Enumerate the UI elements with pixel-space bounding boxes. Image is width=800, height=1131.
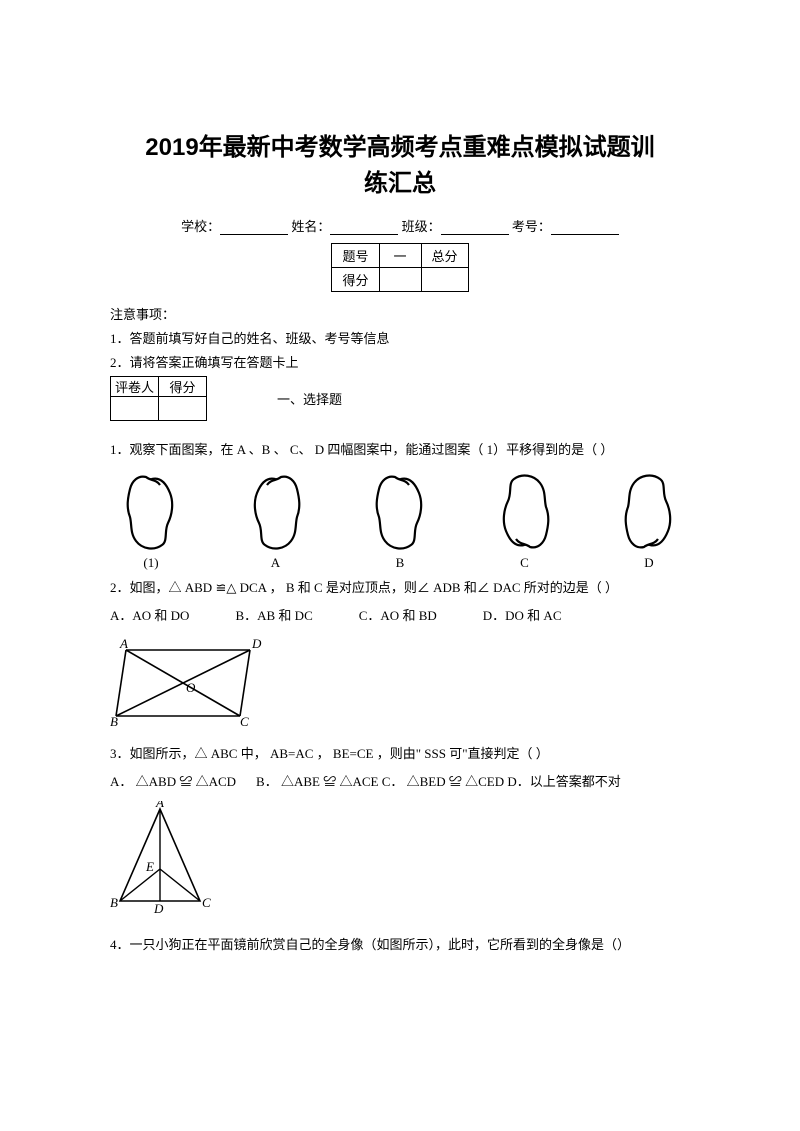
st-r1c2: 一 [379,244,421,268]
q3-opt-rest[interactable]: B． △ABE ≌ △ACE C． △BED ≌ △CED D．以上答案都不对 [256,771,621,793]
blank-class[interactable] [441,221,509,235]
q3-B: B [110,895,118,910]
q2-figure: A D B C O [110,636,266,728]
q4-text: 4．一只小狗正在平面镜前欣赏自己的全身像（如图所示），此时，它所看到的全身像是（… [110,934,640,956]
page-title: 2019年最新中考数学高频考点重难点模拟试题训 练汇总 [110,130,690,202]
grader-c1: 评卷人 [111,377,159,397]
q2-opt-c[interactable]: C．AO 和 BD [359,605,437,627]
q3-opt-a[interactable]: A． △ABD ≌ △ACD [110,771,236,793]
q1-fig-c [494,471,556,553]
q2-O: O [186,680,196,695]
st-r1c1: 题号 [332,244,379,268]
q3-A: A [155,801,164,810]
lbl-name: 姓名： [291,219,330,234]
grader-b1[interactable] [111,397,159,421]
score-table: 题号 一 总分 得分 [331,243,468,292]
blank-examno[interactable] [551,221,619,235]
q2-opt-b[interactable]: B．AB 和 DC [235,605,312,627]
lbl-examno: 考号： [512,219,551,234]
q3-E: E [145,859,154,874]
info-row: 学校： 姓名： 班级： 考号： [110,216,690,235]
grader-table: 评卷人 得分 [110,376,207,421]
q1-fig-d [618,471,680,553]
title-b: 练汇总 [364,171,436,197]
st-r1c3: 总分 [421,244,468,268]
q3-options: A． △ABD ≌ △ACD B． △ABE ≌ △ACE C． △BED ≌ … [110,771,690,793]
q1-lbl-d: D [618,555,680,571]
lbl-school: 学校： [181,219,220,234]
notes-head: 注意事项： [110,304,690,326]
st-r2c3[interactable] [421,268,468,292]
st-r2c2[interactable] [379,268,421,292]
q3-C: C [202,895,211,910]
q2-text: 2．如图，△ ABD ≌△ DCA ， B 和 C 是对应顶点，则∠ ADB 和… [110,577,690,599]
lbl-class: 班级： [402,219,441,234]
q1-fig-a [245,471,307,553]
q1-fig-1 [120,471,182,553]
q1-lbl-b: B [369,555,431,571]
q3-D: D [153,901,164,916]
q3-figure: A B C D E [110,801,220,919]
notes-2: 2．请将答案正确填写在答题卡上 [110,352,690,374]
q2-options: A．AO 和 DO B．AB 和 DC C．AO 和 BD D．DO 和 AC [110,605,690,627]
title-year: 2019 [145,134,198,161]
q2-D: D [251,636,262,651]
notes-1: 1．答题前填写好自己的姓名、班级、考号等信息 [110,328,690,350]
q1-figures: (1) A B C D [110,471,690,571]
st-r2c1: 得分 [332,268,379,292]
blank-school[interactable] [220,221,288,235]
q1-text: 1．观察下面图案，在 A 、B 、 C、 D 四幅图案中，能通过图案（ 1）平移… [110,439,690,461]
q1-lbl-a: A [245,555,307,571]
q1-fig-b [369,471,431,553]
blank-name[interactable] [330,221,398,235]
q1-lbl-1: (1) [120,555,182,571]
q2-B: B [110,714,118,728]
q2-C: C [240,714,249,728]
q2-opt-d[interactable]: D．DO 和 AC [483,605,562,627]
grader-c2: 得分 [159,377,207,397]
title-a: 年最新中考数学高频考点重难点模拟试题训 [199,135,655,161]
q2-A: A [119,636,128,651]
section-1-heading: 一、选择题 [277,389,342,408]
q3-text: 3．如图所示，△ ABC 中， AB=AC ， BE=CE ，则由" SSS 可… [110,743,690,765]
q2-opt-a[interactable]: A．AO 和 DO [110,605,189,627]
grader-b2[interactable] [159,397,207,421]
q1-lbl-c: C [494,555,556,571]
